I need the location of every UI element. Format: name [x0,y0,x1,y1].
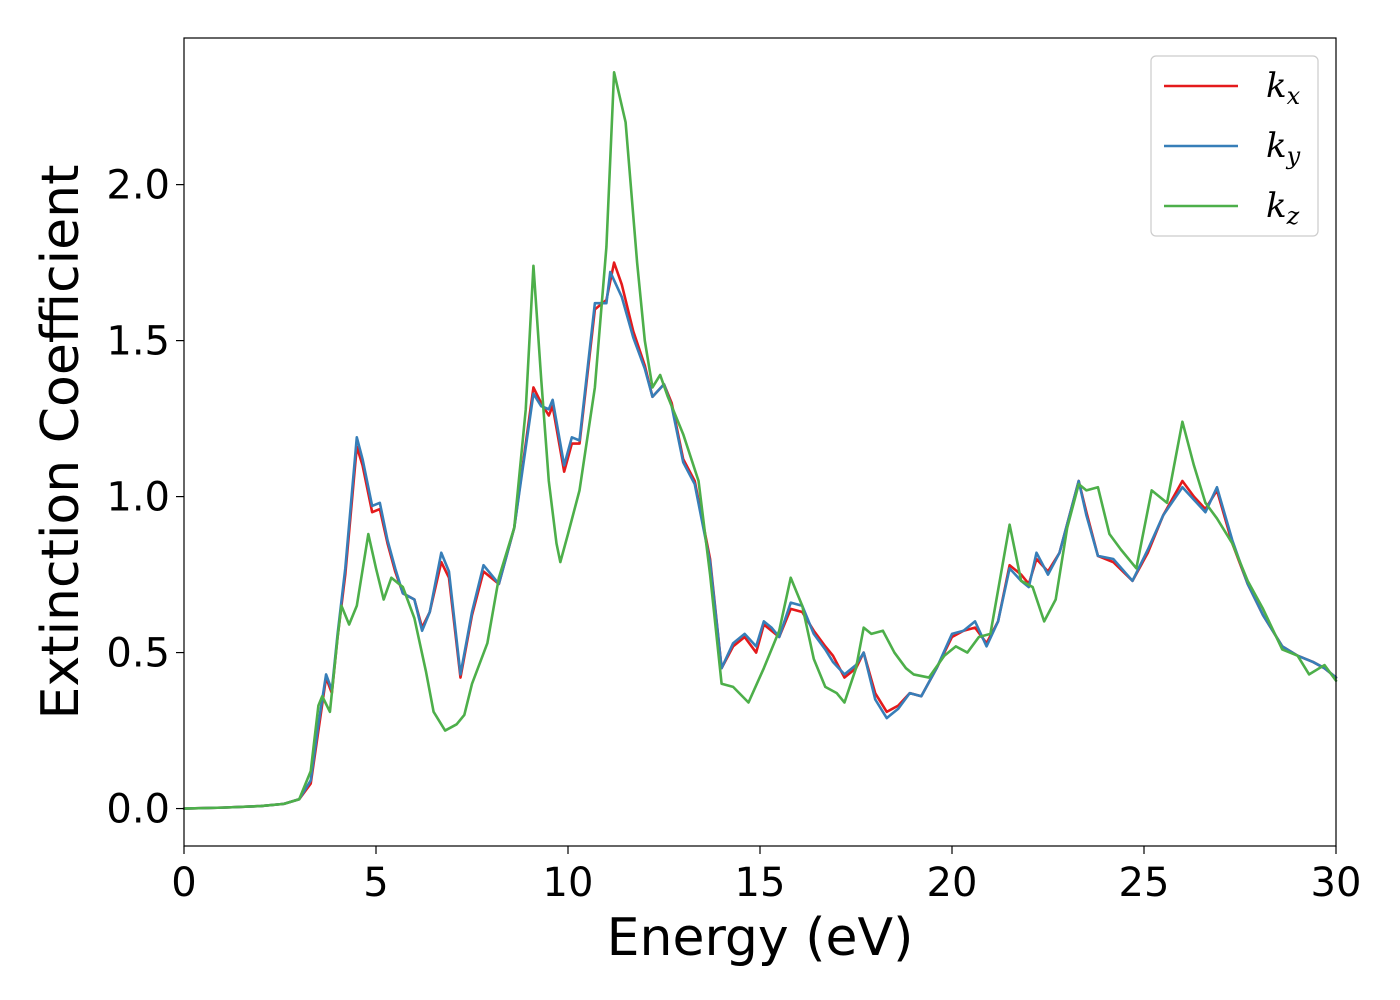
y-axis-title: Extinction Coefficient [31,165,91,720]
legend-label-base: k [1266,66,1287,106]
legend-label-kx: kx [1266,66,1301,110]
y-axis: 0.0 0.5 1.0 1.5 2.0 [106,163,184,833]
legend-label-base: k [1266,186,1287,226]
x-axis: 0 5 10 15 20 25 30 [171,846,1361,906]
legend-label-base: k [1266,126,1287,166]
y-tick-label: 1.5 [106,319,170,365]
x-tick-label: 5 [363,860,388,906]
legend-label-subscript: x [1287,82,1301,110]
x-axis-title: Energy (eV) [607,908,914,968]
x-tick-label: 15 [735,860,786,906]
x-tick-label: 0 [171,860,196,906]
x-tick-label: 25 [1119,860,1170,906]
series-line-ky [182,270,1338,810]
y-tick-label: 1.0 [106,475,170,521]
legend-label-subscript: y [1286,142,1301,170]
x-tick-label: 10 [543,860,594,906]
series-layer [182,71,1338,810]
series-line-kz [182,71,1338,810]
y-tick-label: 0.0 [106,787,170,833]
x-tick-label: 30 [1311,860,1362,906]
y-tick-label: 2.0 [106,163,170,209]
y-tick-label: 0.5 [106,631,170,677]
legend-label-ky: ky [1266,126,1301,170]
legend-label-subscript: z [1286,202,1300,230]
x-tick-label: 20 [927,860,978,906]
legend-label-kz: kz [1266,186,1300,230]
